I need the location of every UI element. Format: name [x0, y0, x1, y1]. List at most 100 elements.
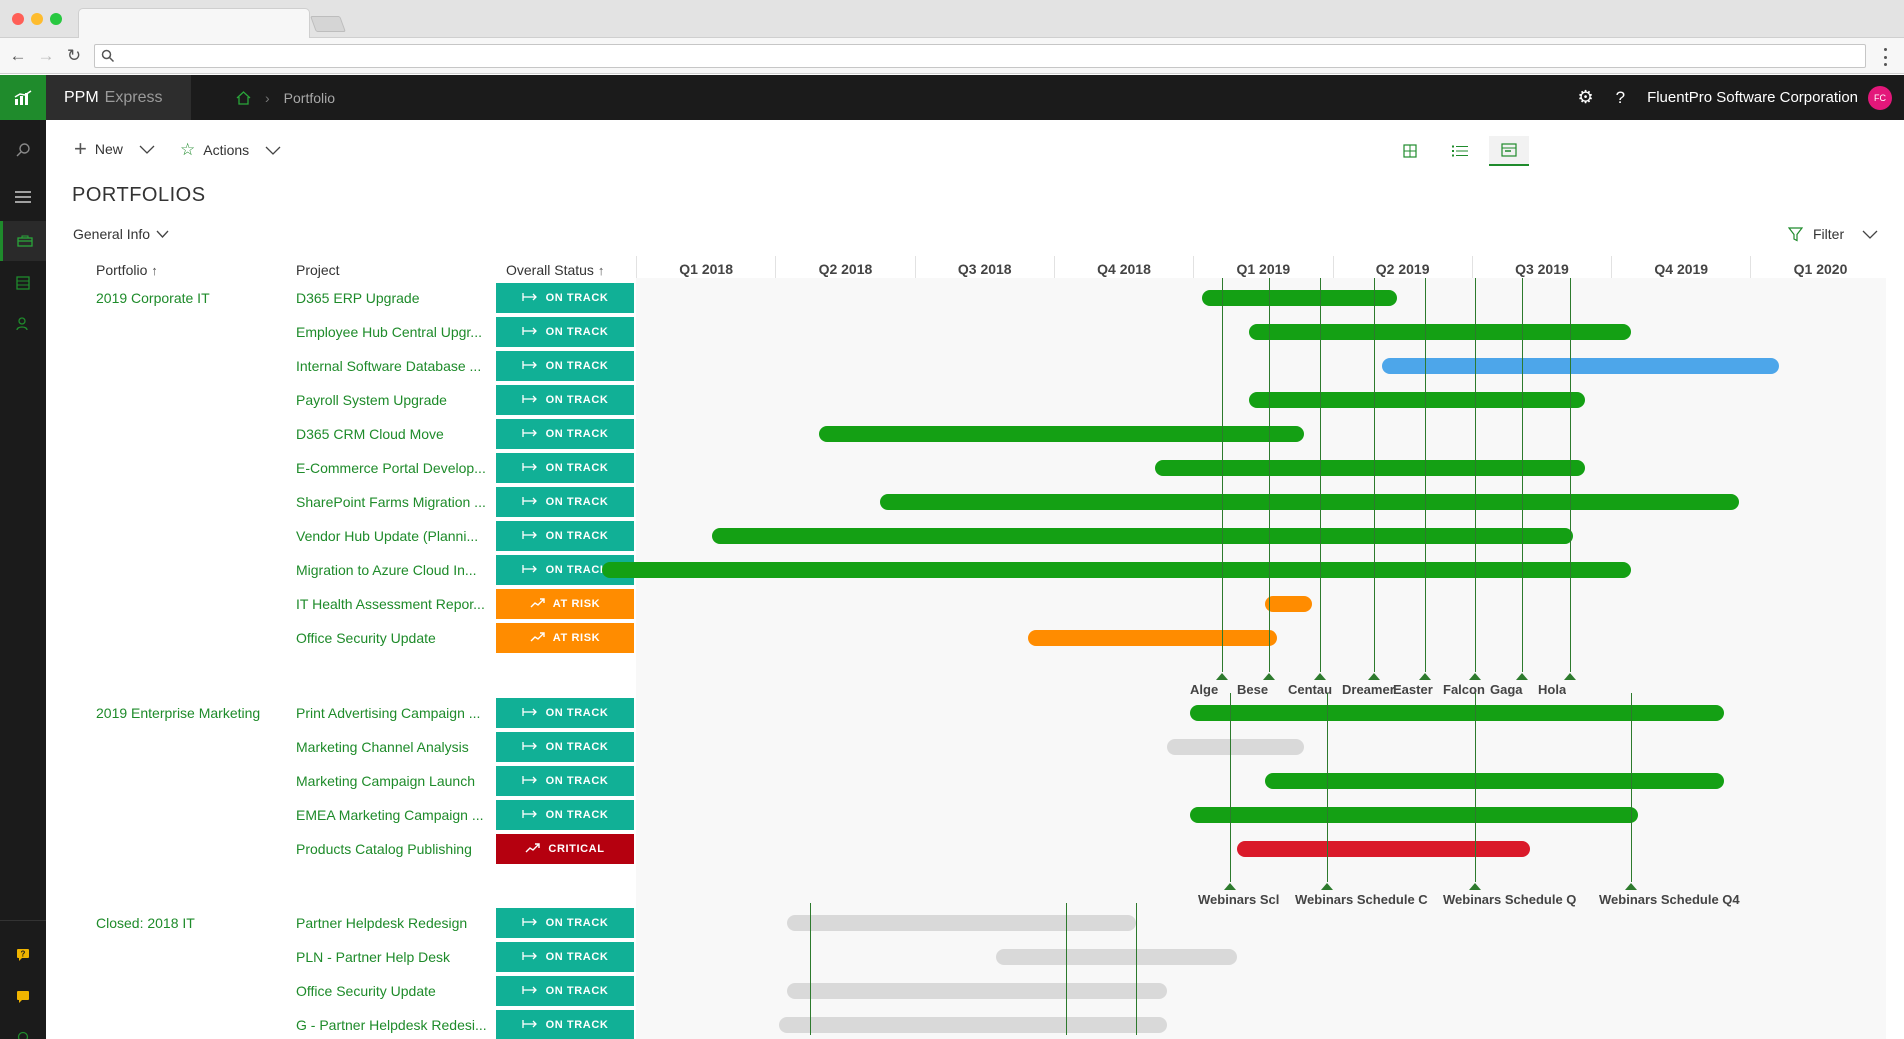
close-window-icon[interactable] — [12, 13, 24, 25]
project-name[interactable]: Partner Helpdesk Redesign — [296, 915, 468, 931]
status-badge[interactable]: ON TRACK — [496, 766, 634, 796]
portfolio-name[interactable]: 2019 Enterprise Marketing — [96, 705, 261, 721]
grid-view-icon[interactable] — [1390, 136, 1430, 166]
minimize-window-icon[interactable] — [31, 13, 43, 25]
project-name[interactable]: Print Advertising Campaign ... — [296, 705, 481, 721]
project-name[interactable]: Payroll System Upgrade — [296, 392, 447, 408]
arrow-right-icon — [521, 707, 538, 719]
left-nav-rail: ? — [0, 120, 46, 1039]
lightbulb-icon[interactable] — [0, 1019, 46, 1039]
back-icon[interactable]: ← — [9, 46, 27, 65]
status-badge[interactable]: ON TRACK — [496, 698, 634, 728]
timeline-quarter-header: Q1 2018 Q2 2018 Q3 2018 Q4 2018 Q1 2019 Q2 20… — [636, 256, 1886, 282]
arrow-right-icon — [521, 741, 538, 753]
project-name[interactable]: D365 ERP Upgrade — [296, 290, 420, 306]
status-text: ON TRACK — [545, 775, 609, 787]
status-badge[interactable]: ON TRACK — [496, 800, 634, 830]
column-header-project[interactable]: Project — [296, 262, 340, 278]
project-name[interactable]: Internal Software Database ... — [296, 358, 482, 374]
resources-nav-icon[interactable] — [0, 304, 46, 344]
quarter-label: Q4 2018 — [1053, 256, 1193, 282]
status-badge[interactable]: ON TRACK — [496, 453, 634, 483]
gear-icon[interactable]: ⚙ — [1577, 87, 1594, 107]
status-badge[interactable]: ON TRACK — [496, 317, 634, 347]
help-icon[interactable]: ? — [1615, 87, 1626, 107]
status-badge[interactable]: ON TRACK — [496, 487, 634, 517]
view-selector[interactable]: General Info — [73, 226, 169, 242]
timeline-view-icon[interactable] — [1489, 136, 1529, 166]
project-name[interactable]: Office Security Update — [296, 630, 436, 646]
status-badge[interactable]: AT RISK — [496, 589, 634, 619]
project-name[interactable]: G - Partner Helpdesk Redesi... — [296, 1017, 487, 1033]
project-name[interactable]: Products Catalog Publishing — [296, 841, 472, 857]
address-bar[interactable] — [94, 44, 1866, 68]
filter-label: Filter — [1813, 226, 1845, 242]
status-badge[interactable]: ON TRACK — [496, 908, 634, 938]
actions-button-label: Actions — [203, 142, 250, 158]
status-badge[interactable]: ON TRACK — [496, 732, 634, 762]
maximize-window-icon[interactable] — [50, 13, 62, 25]
forward-icon[interactable]: → — [37, 46, 55, 65]
project-name[interactable]: Marketing Campaign Launch — [296, 773, 475, 789]
column-header-status[interactable]: Overall Status ↑ — [506, 262, 604, 278]
portfolios-nav-icon[interactable] — [0, 221, 46, 261]
project-name[interactable]: Office Security Update — [296, 983, 436, 999]
home-icon[interactable] — [236, 90, 251, 105]
list-view-icon[interactable] — [1440, 136, 1480, 166]
project-name[interactable]: IT Health Assessment Repor... — [296, 596, 485, 612]
app-brand[interactable]: PPM Express — [46, 75, 191, 120]
status-text: AT RISK — [552, 632, 601, 644]
app-name-suffix: Express — [104, 88, 163, 106]
projects-nav-icon[interactable] — [0, 263, 46, 303]
status-badge[interactable]: ON TRACK — [496, 419, 634, 449]
status-badge[interactable]: ON TRACK — [496, 942, 634, 972]
status-badge[interactable]: ON TRACK — [496, 555, 634, 585]
arrow-right-icon — [521, 985, 538, 997]
status-badge[interactable]: ON TRACK — [496, 521, 634, 551]
browser-menu-icon[interactable] — [1884, 48, 1890, 66]
chevron-down-icon[interactable] — [265, 145, 281, 155]
status-badge[interactable]: ON TRACK — [496, 1010, 634, 1039]
help-bubble-icon[interactable]: ? — [0, 935, 46, 975]
actions-button[interactable]: ☆ Actions — [180, 140, 281, 160]
column-header-portfolio[interactable]: Portfolio ↑ — [96, 262, 158, 278]
filter-button[interactable]: Filter — [1788, 226, 1878, 242]
column-header-status-label: Overall Status — [506, 262, 594, 278]
chevron-down-icon[interactable] — [139, 144, 155, 154]
arrow-right-icon — [521, 326, 538, 338]
status-badge[interactable]: ON TRACK — [496, 351, 634, 381]
status-badge[interactable]: ON TRACK — [496, 976, 634, 1006]
portfolio-name[interactable]: Closed: 2018 IT — [96, 915, 195, 931]
new-button[interactable]: + New — [74, 138, 155, 160]
status-badge[interactable]: CRITICAL — [496, 834, 634, 864]
project-name[interactable]: Employee Hub Central Upgr... — [296, 324, 482, 340]
project-name[interactable]: D365 CRM Cloud Move — [296, 426, 444, 442]
project-name[interactable]: Vendor Hub Update (Planni... — [296, 528, 479, 544]
reload-icon[interactable]: ↻ — [66, 46, 82, 65]
search-nav-icon[interactable] — [0, 130, 46, 170]
app-logo-icon[interactable] — [0, 75, 46, 120]
status-badge[interactable]: ON TRACK — [496, 283, 634, 313]
status-text: ON TRACK — [545, 951, 609, 963]
company-name[interactable]: FluentPro Software Corporation — [1647, 89, 1858, 106]
arrow-right-icon — [521, 809, 538, 821]
avatar[interactable]: FC — [1868, 85, 1892, 110]
project-name[interactable]: E-Commerce Portal Develop... — [296, 460, 486, 476]
project-name[interactable]: SharePoint Farms Migration ... — [296, 494, 486, 510]
browser-tab[interactable] — [78, 8, 310, 39]
chat-icon[interactable] — [0, 977, 46, 1017]
browser-tab-strip — [0, 0, 1904, 39]
project-name[interactable]: PLN - Partner Help Desk — [296, 949, 451, 965]
chevron-down-icon[interactable] — [1862, 229, 1878, 239]
chevron-down-icon — [156, 230, 169, 238]
status-badge[interactable]: ON TRACK — [496, 385, 634, 415]
project-name[interactable]: EMEA Marketing Campaign ... — [296, 807, 484, 823]
portfolio-name[interactable]: 2019 Corporate IT — [96, 290, 210, 306]
quarter-label: Q3 2019 — [1471, 256, 1611, 282]
project-name[interactable]: Migration to Azure Cloud In... — [296, 562, 477, 578]
menu-icon[interactable] — [0, 177, 46, 217]
status-text: ON TRACK — [545, 917, 609, 929]
project-name[interactable]: Marketing Channel Analysis — [296, 739, 469, 755]
status-badge[interactable]: AT RISK — [496, 623, 634, 653]
new-tab-button[interactable] — [310, 16, 346, 32]
